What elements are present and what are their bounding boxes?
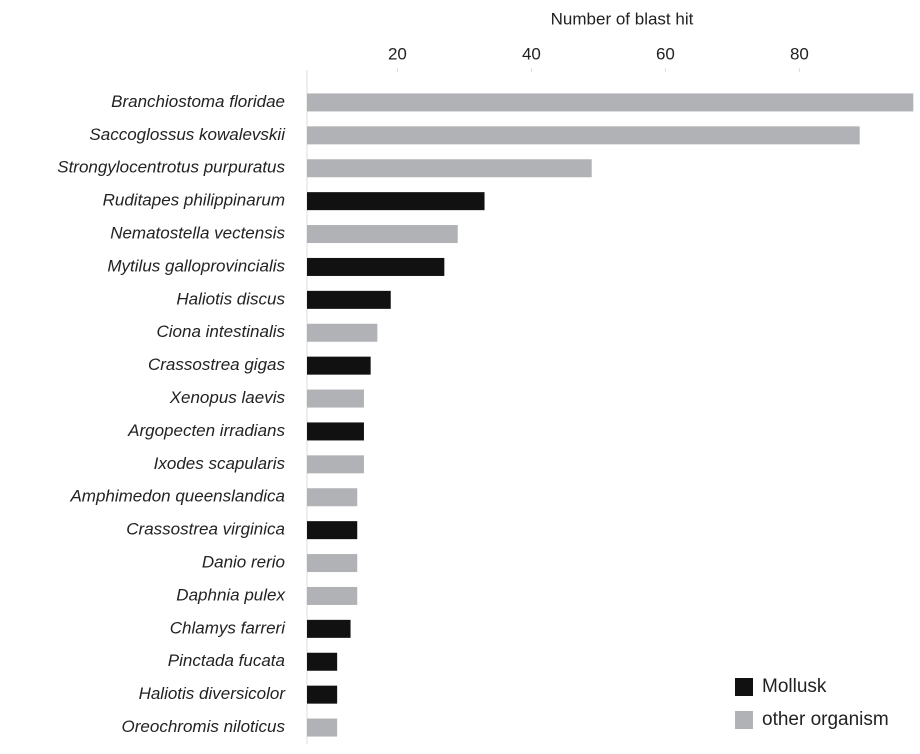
y-tick-label: Crassostrea gigas <box>148 355 286 374</box>
y-tick-label: Amphimedon queenslandica <box>69 487 285 506</box>
y-tick-label: Ciona intestinalis <box>156 322 285 341</box>
y-tick-label: Mytilus galloprovincialis <box>107 256 285 275</box>
legend-label: Mollusk <box>762 676 827 697</box>
y-tick-label: Crassostrea virginica <box>126 520 285 539</box>
bar <box>307 323 378 342</box>
y-tick-label: Branchiostoma floridae <box>111 92 285 111</box>
axis-title: Number of blast hit <box>551 9 694 28</box>
y-tick-label: Oreochromis niloticus <box>122 717 286 736</box>
legend-label: other organism <box>762 709 889 730</box>
bar <box>307 290 391 309</box>
bar <box>307 521 358 540</box>
x-tick-label: 20 <box>388 44 407 63</box>
y-tick-label: Danio rerio <box>202 553 285 572</box>
bar <box>307 554 358 573</box>
y-tick-label: Ruditapes philippinarum <box>103 191 285 210</box>
y-tick-label: Pinctada fucata <box>168 651 285 670</box>
y-tick-label: Daphnia pulex <box>176 585 285 604</box>
y-tick-label: Ixodes scapularis <box>154 454 286 473</box>
bar <box>307 93 914 112</box>
x-tick-label: 80 <box>790 44 809 63</box>
y-tick-label: Haliotis diversicolor <box>139 684 287 703</box>
y-tick-label: Strongylocentrotus purpuratus <box>57 158 285 177</box>
bar <box>307 422 364 441</box>
y-tick-label: Saccoglossus kowalevskii <box>89 125 286 144</box>
x-tick-label: 60 <box>656 44 675 63</box>
legend-swatch <box>735 678 753 696</box>
bar <box>307 257 445 276</box>
y-tick-label: Haliotis discus <box>176 289 285 308</box>
bar <box>307 389 364 408</box>
y-tick-label: Chlamys farreri <box>170 618 286 637</box>
bar <box>307 225 458 244</box>
y-tick-label: Argopecten irradians <box>127 421 285 440</box>
bar <box>307 192 485 211</box>
y-tick-label: Xenopus laevis <box>169 388 286 407</box>
legend-swatch <box>735 711 753 729</box>
bar <box>307 586 358 605</box>
bar <box>307 652 338 671</box>
bar <box>307 619 351 638</box>
bar <box>307 488 358 507</box>
bar <box>307 159 592 178</box>
bar <box>307 718 338 737</box>
bar <box>307 126 860 145</box>
bar <box>307 455 364 474</box>
x-tick-label: 40 <box>522 44 541 63</box>
bar <box>307 356 371 375</box>
bar <box>307 685 338 704</box>
y-tick-label: Nematostella vectensis <box>110 224 285 243</box>
